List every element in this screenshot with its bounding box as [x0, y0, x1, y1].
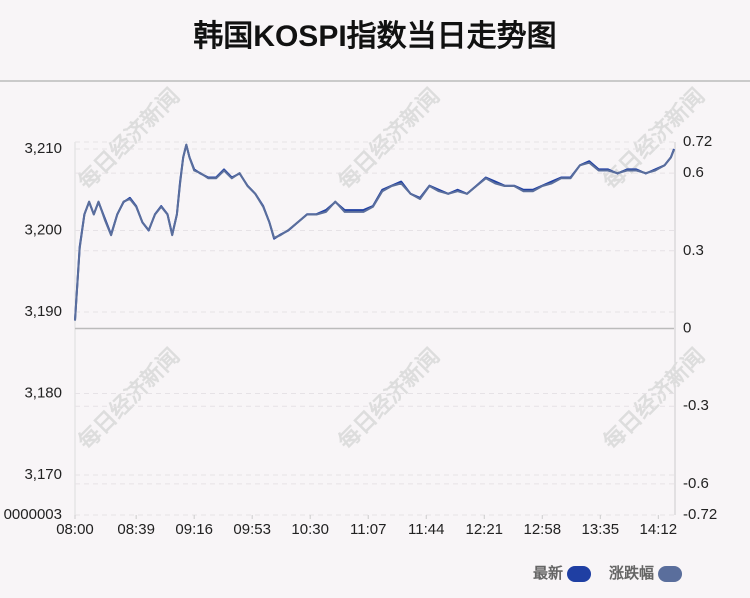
x-tick-label: 08:39 — [117, 521, 155, 538]
y-tick-label: 3,190 — [24, 303, 62, 320]
x-tick-label: 12:58 — [524, 521, 562, 538]
x-tick-label: 13:35 — [582, 521, 620, 538]
x-tick-label: 08:00 — [56, 521, 94, 538]
watermark: 每日经济新闻 — [333, 343, 444, 454]
x-tick-label: 14:12 — [640, 521, 678, 538]
x-tick-label: 12:21 — [465, 521, 503, 538]
y2-tick-label: -0.72 — [683, 506, 717, 523]
series-line — [74, 143, 675, 321]
y2-tick-label: 0.3 — [683, 242, 704, 259]
y-tick-label: 3,200 — [24, 221, 62, 238]
x-tick-label: 09:16 — [175, 521, 213, 538]
legend-label: 最新 — [533, 564, 563, 582]
y-tick-label: 3,170 — [24, 466, 62, 483]
y2-tick-label: 0.6 — [683, 164, 704, 181]
y2-tick-label: 0.72 — [683, 133, 712, 150]
x-tick-label: 11:07 — [350, 521, 386, 538]
watermark: 每日经济新闻 — [73, 83, 184, 194]
legend-swatch — [567, 566, 592, 582]
chart-title: 韩国KOSPI指数当日走势图 — [193, 20, 556, 53]
watermark: 每日经济新闻 — [333, 83, 444, 194]
legend-swatch — [658, 566, 683, 582]
y2-tick-label: -0.6 — [683, 475, 709, 492]
y-tick-label: 3,180 — [24, 385, 62, 402]
legend-label: 涨跌幅 — [609, 564, 654, 582]
x-tick-label: 10:30 — [291, 521, 329, 538]
y2-tick-label: 0 — [683, 319, 691, 336]
x-tick-label: 09:53 — [233, 521, 271, 538]
x-tick-label: 11:44 — [408, 521, 444, 538]
y-tick-label: 0000003 — [4, 506, 62, 523]
watermark: 每日经济新闻 — [73, 343, 184, 454]
series-line — [74, 143, 675, 321]
y2-tick-label: -0.3 — [683, 397, 709, 414]
y-tick-label: 3,210 — [24, 140, 62, 157]
